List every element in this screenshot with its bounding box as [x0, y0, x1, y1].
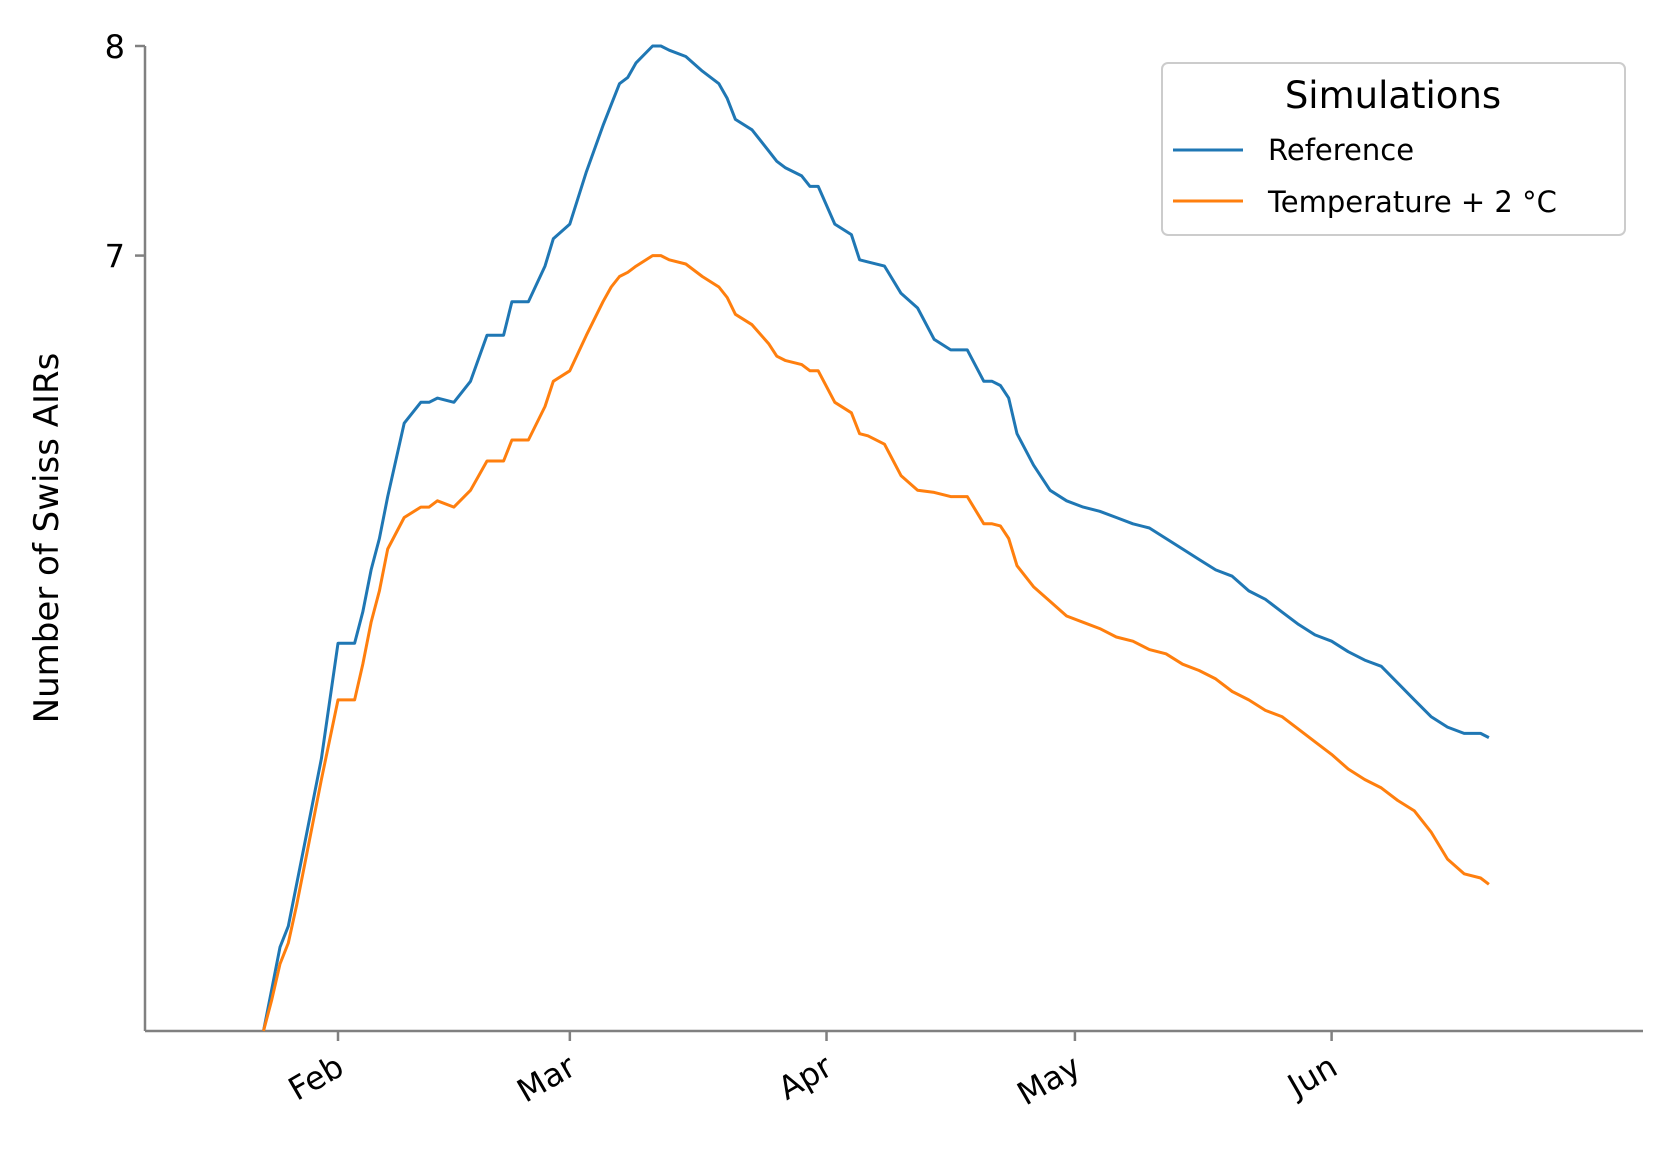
- legend-label-temperature: Temperature + 2 °C: [1267, 185, 1557, 219]
- legend-title: Simulations: [1285, 74, 1501, 117]
- series-lines: [262, 44, 1490, 1032]
- legend-label-reference: Reference: [1268, 133, 1414, 167]
- legend-box: [1161, 62, 1626, 236]
- series-line-reference: [262, 44, 1490, 1032]
- x-tick-label-may: May: [1011, 1047, 1087, 1113]
- x-tick-label-apr: Apr: [772, 1047, 840, 1108]
- y-axis-ticks: 78: [105, 28, 145, 276]
- x-tick-label-feb: Feb: [282, 1047, 350, 1108]
- y-tick-label-7: 7: [105, 238, 125, 276]
- legend: Simulations Reference Temperature + 2 °C: [1161, 62, 1626, 236]
- y-tick-label-8: 8: [105, 28, 125, 66]
- x-axis-ticks: Feb Mar Apr May Jun: [282, 1031, 1344, 1113]
- y-axis-title: Number of Swiss AIRs: [27, 353, 67, 724]
- series-line-temperature: [262, 254, 1490, 1032]
- x-tick-label-jun: Jun: [1280, 1047, 1344, 1106]
- x-tick-label-mar: Mar: [511, 1047, 583, 1111]
